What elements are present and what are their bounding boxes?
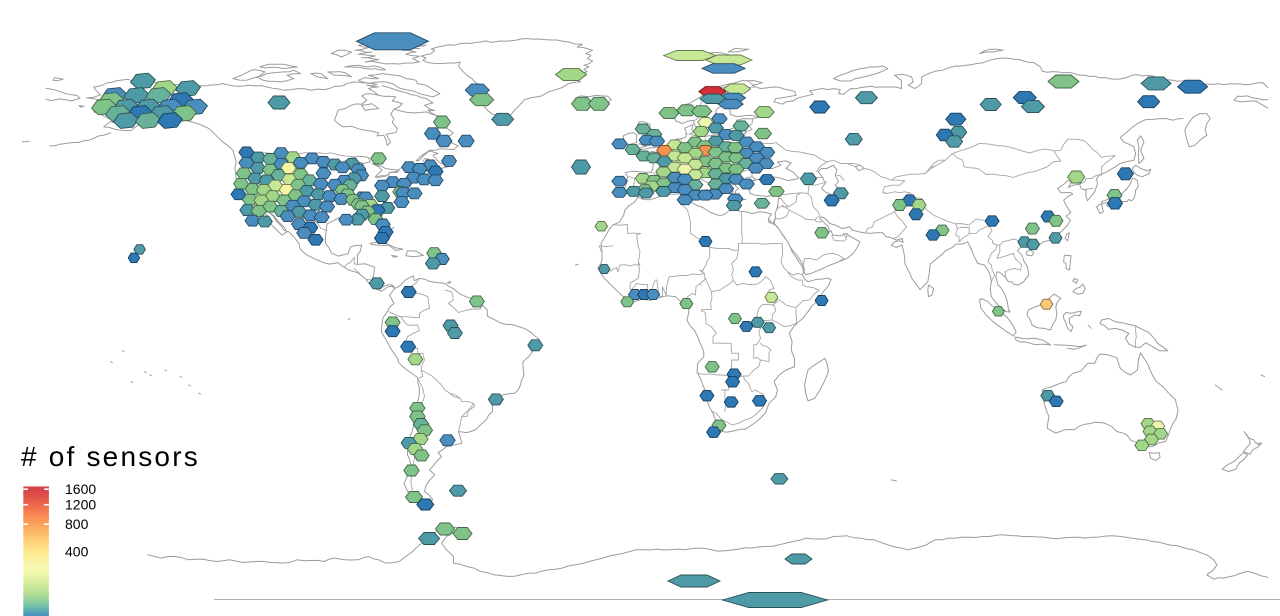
svg-text:# of sensors: # of sensors: [21, 441, 200, 472]
svg-text:1200: 1200: [65, 497, 96, 513]
svg-text:1600: 1600: [65, 481, 96, 497]
svg-text:800: 800: [65, 516, 89, 532]
svg-text:400: 400: [65, 544, 89, 560]
